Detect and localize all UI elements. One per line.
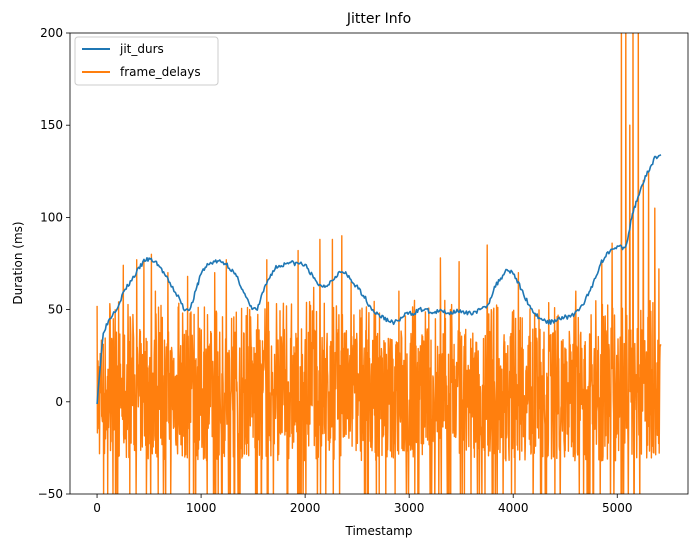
y-tick-label: 0 [55, 395, 63, 409]
series-layer [96, 33, 662, 494]
x-axis-title: Timestamp [345, 524, 413, 538]
legend-label-frame-delays: frame_delays [120, 65, 201, 79]
series-line-frame-delays [96, 33, 662, 494]
series-line-jit-durs [96, 154, 662, 405]
y-tick-label: 150 [40, 118, 63, 132]
y-tick-label: 100 [40, 210, 63, 224]
y-tick-label: −50 [38, 487, 63, 501]
legend-label-jit-durs: jit_durs [119, 42, 164, 56]
x-tick-label: 2000 [290, 501, 321, 515]
x-tick-label: 5000 [602, 501, 633, 515]
plot-frame [69, 32, 689, 495]
x-tick-label: 3000 [394, 501, 425, 515]
x-tick-label: 4000 [498, 501, 529, 515]
x-tick-label: 1000 [186, 501, 217, 515]
y-axis: −50 0 50 100 150 200 [38, 26, 70, 501]
x-axis: 0 1000 2000 3000 4000 5000 [93, 494, 633, 515]
y-tick-label: 50 [48, 303, 63, 317]
legend: jit_durs frame_delays [74, 36, 219, 86]
legend-box [74, 36, 219, 86]
chart-title: Jitter Info [346, 11, 411, 27]
y-axis-title: Duration (ms) [11, 221, 25, 304]
y-tick-label: 200 [40, 26, 63, 40]
x-tick-label: 0 [93, 501, 101, 515]
